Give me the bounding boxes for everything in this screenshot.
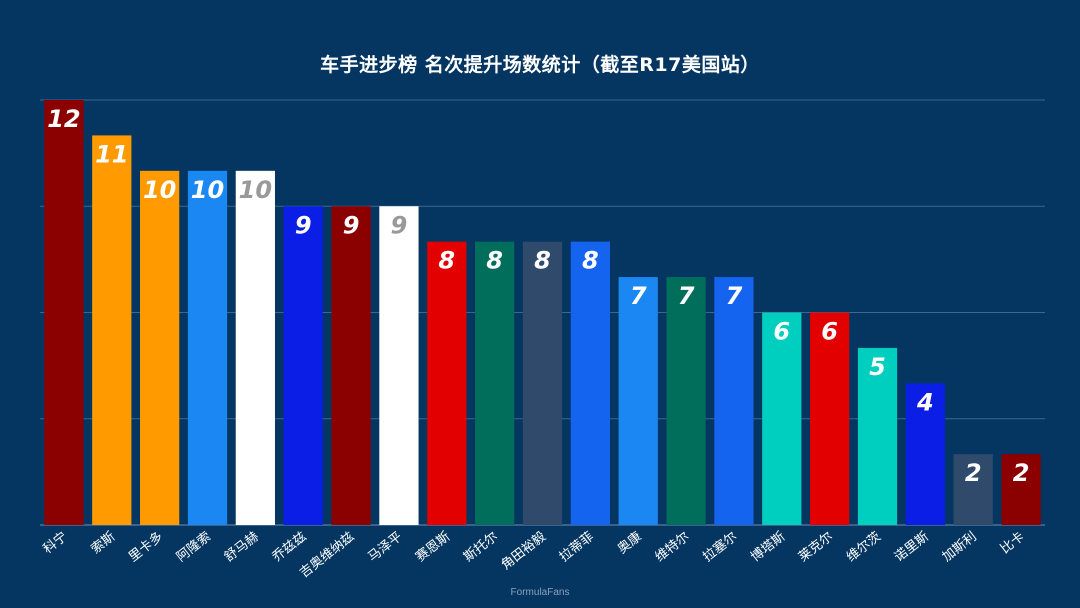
bar xyxy=(235,170,275,526)
data-label: 8 xyxy=(438,247,455,275)
bar xyxy=(475,241,515,525)
data-label: 4 xyxy=(916,388,934,416)
bar xyxy=(379,206,419,525)
bar xyxy=(762,312,802,525)
bar xyxy=(1001,454,1041,525)
x-tick-label: 舒马赫 xyxy=(222,529,262,565)
bars xyxy=(44,100,1041,526)
data-label: 6 xyxy=(773,318,790,346)
bar xyxy=(618,277,658,525)
x-tick-label: 乔兹兹 xyxy=(270,529,310,565)
bar xyxy=(810,312,850,525)
x-tick-label: 科宁 xyxy=(40,529,70,558)
data-label: 10 xyxy=(143,176,176,204)
watermark: FormulaFans xyxy=(510,587,570,598)
x-tick-label: 博塔斯 xyxy=(748,529,788,565)
x-tick-label: 加斯利 xyxy=(940,529,980,565)
x-tick-label: 诺里斯 xyxy=(892,529,932,565)
data-label: 10 xyxy=(191,176,224,204)
data-label: 6 xyxy=(821,318,838,346)
x-tick-label: 赛恩斯 xyxy=(413,529,454,566)
bar xyxy=(283,206,323,525)
data-label: 8 xyxy=(534,247,551,275)
x-tick-label: 拉塞尔 xyxy=(700,529,741,566)
x-tick-label: 莱克尔 xyxy=(796,529,836,565)
x-tick-label: 奥康 xyxy=(614,529,644,558)
x-tick-label: 维尔茨 xyxy=(844,529,884,565)
data-label: 10 xyxy=(239,176,272,204)
bar xyxy=(905,383,945,525)
bar xyxy=(857,347,898,525)
bar xyxy=(953,454,993,525)
data-label: 12 xyxy=(47,105,80,133)
bar xyxy=(714,277,754,525)
x-tick-label: 维特尔 xyxy=(653,529,693,565)
x-tick-label: 拉蒂菲 xyxy=(557,529,597,565)
x-tick-label: 斯托尔 xyxy=(461,529,501,565)
data-label: 5 xyxy=(869,353,886,381)
data-label: 9 xyxy=(391,211,408,239)
bar xyxy=(522,241,563,525)
bar xyxy=(187,170,228,526)
data-labels: 12 11 10 10 10 9 9 9 8 8 8 8 7 7 7 6 6 5 4 2 2 xyxy=(47,105,1029,487)
x-tick-label: 阿隆索 xyxy=(174,529,214,565)
chart-title: 车手进步榜 名次提升场数统计（截至R17美国站） xyxy=(320,54,760,76)
bar xyxy=(666,277,706,525)
data-label: 8 xyxy=(582,247,599,275)
bar xyxy=(44,100,84,525)
data-label: 7 xyxy=(678,282,695,310)
data-label: 2 xyxy=(965,459,982,487)
data-label: 11 xyxy=(95,140,128,168)
data-label: 7 xyxy=(630,282,647,310)
data-label: 2 xyxy=(1013,459,1030,487)
data-label: 7 xyxy=(726,282,743,310)
x-tick-label: 索斯 xyxy=(89,529,119,557)
bar xyxy=(331,206,371,525)
x-tick-label: 里卡多 xyxy=(126,529,167,566)
data-label: 9 xyxy=(295,211,312,239)
x-tick-labels: 科宁 索斯 里卡多 阿隆索 舒马赫 乔兹兹吉奥维纳兹 马泽平 赛恩斯 斯托尔角田裕毅 拉蒂菲 奥康维… xyxy=(40,529,1027,582)
bar xyxy=(92,135,132,525)
data-label: 8 xyxy=(486,247,503,275)
x-tick-label: 比卡 xyxy=(998,529,1028,557)
bar xyxy=(427,241,467,525)
x-tick-label: 角田裕毅 xyxy=(498,529,549,574)
bar xyxy=(140,170,180,526)
bar xyxy=(570,241,610,525)
data-label: 9 xyxy=(343,211,360,239)
x-tick-label: 马泽平 xyxy=(365,529,405,565)
